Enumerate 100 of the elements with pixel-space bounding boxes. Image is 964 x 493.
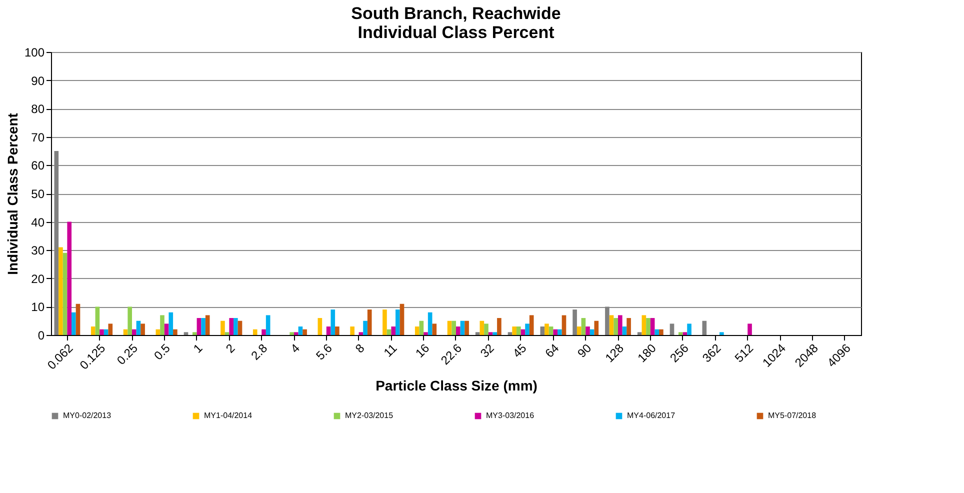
bar xyxy=(447,320,452,335)
bar xyxy=(266,315,270,335)
bar xyxy=(480,320,484,335)
bar xyxy=(326,326,331,335)
legend-label: MY2-03/2015 xyxy=(345,411,394,420)
bar xyxy=(95,306,100,335)
y-tick-label: 20 xyxy=(31,272,45,286)
bar xyxy=(290,332,294,335)
bar xyxy=(590,329,594,335)
bar xyxy=(687,324,692,335)
bar xyxy=(156,329,160,335)
bar xyxy=(164,324,169,335)
bar xyxy=(67,222,72,335)
bar xyxy=(678,332,683,335)
bar xyxy=(128,306,132,335)
bar xyxy=(58,247,63,335)
bar xyxy=(358,332,364,335)
y-tick-label: 70 xyxy=(31,130,45,144)
bar xyxy=(391,326,396,335)
bar xyxy=(626,318,631,335)
y-tick-label: 50 xyxy=(31,187,45,201)
bar xyxy=(553,329,558,335)
x-tick-label: 128 xyxy=(602,340,627,366)
bar xyxy=(90,326,96,335)
bar xyxy=(363,320,368,335)
bar xyxy=(294,332,298,335)
x-tick-label: 512 xyxy=(732,340,756,366)
bar xyxy=(748,324,752,335)
bar xyxy=(238,320,242,335)
bar xyxy=(558,329,562,335)
bar xyxy=(184,332,188,335)
x-tick-label: 4 xyxy=(288,340,303,356)
bar xyxy=(424,332,428,335)
bar xyxy=(581,318,586,335)
x-tick-label: 256 xyxy=(667,340,692,366)
legend-label: MY3-03/2016 xyxy=(486,411,535,420)
bar xyxy=(335,326,340,335)
bar xyxy=(702,320,707,335)
x-tick-label: 2 xyxy=(223,340,238,356)
x-tick-label: 2.8 xyxy=(248,340,270,363)
x-axis-title: Particle Class Size (mm) xyxy=(376,378,538,394)
bar xyxy=(452,320,456,335)
x-tick-label: 362 xyxy=(700,340,724,366)
bar xyxy=(492,332,498,335)
y-tick-label: 100 xyxy=(24,46,45,60)
bar xyxy=(76,304,80,335)
bar xyxy=(682,332,688,335)
bar xyxy=(432,324,437,335)
bar xyxy=(234,318,238,335)
x-tick-label: 16 xyxy=(412,340,432,360)
bar xyxy=(464,320,469,335)
x-tick-label: 90 xyxy=(574,340,594,360)
x-tick-label: 180 xyxy=(634,340,660,366)
legend-label: MY5-07/2018 xyxy=(768,411,817,420)
x-tick-label: 11 xyxy=(380,340,400,360)
y-tick-label: 80 xyxy=(31,102,45,116)
bar xyxy=(318,318,322,335)
bar xyxy=(614,318,618,335)
bar xyxy=(201,318,206,335)
bar xyxy=(229,318,234,335)
bar xyxy=(484,324,488,335)
bar xyxy=(192,332,197,335)
x-tick-label: 8 xyxy=(352,340,368,356)
y-tick-label: 60 xyxy=(31,158,45,173)
x-tick-label: 64 xyxy=(542,340,562,360)
bar xyxy=(196,318,202,335)
bar xyxy=(576,326,582,335)
bar xyxy=(72,312,76,335)
bar xyxy=(586,326,590,335)
x-tick-label: 32 xyxy=(478,340,498,360)
bar xyxy=(650,318,655,335)
bar xyxy=(720,332,724,335)
bar xyxy=(659,329,664,335)
bar xyxy=(132,329,136,335)
text: South Branch, Reachwide xyxy=(351,4,561,23)
bar xyxy=(400,304,404,335)
y-tick-label: 0 xyxy=(38,328,45,342)
bar xyxy=(544,324,549,335)
bar xyxy=(100,329,104,335)
x-tick-label: 0.5 xyxy=(151,340,174,363)
bar xyxy=(497,318,502,335)
bar xyxy=(646,318,650,335)
bar xyxy=(108,324,113,335)
bar xyxy=(382,310,387,335)
bar xyxy=(529,315,534,335)
bar xyxy=(609,315,614,335)
bar xyxy=(562,315,566,335)
bar xyxy=(140,324,145,335)
bar xyxy=(168,312,174,335)
bar xyxy=(262,329,266,335)
bar xyxy=(419,320,424,335)
bar xyxy=(330,310,336,335)
bar xyxy=(512,326,516,335)
bar xyxy=(414,326,420,335)
bar xyxy=(670,324,674,335)
y-tick-label: 30 xyxy=(31,244,45,258)
bar xyxy=(618,315,622,335)
legend-label: MY1-04/2014 xyxy=(204,411,253,420)
y-tick-label: 40 xyxy=(31,215,45,230)
bar xyxy=(654,329,660,335)
